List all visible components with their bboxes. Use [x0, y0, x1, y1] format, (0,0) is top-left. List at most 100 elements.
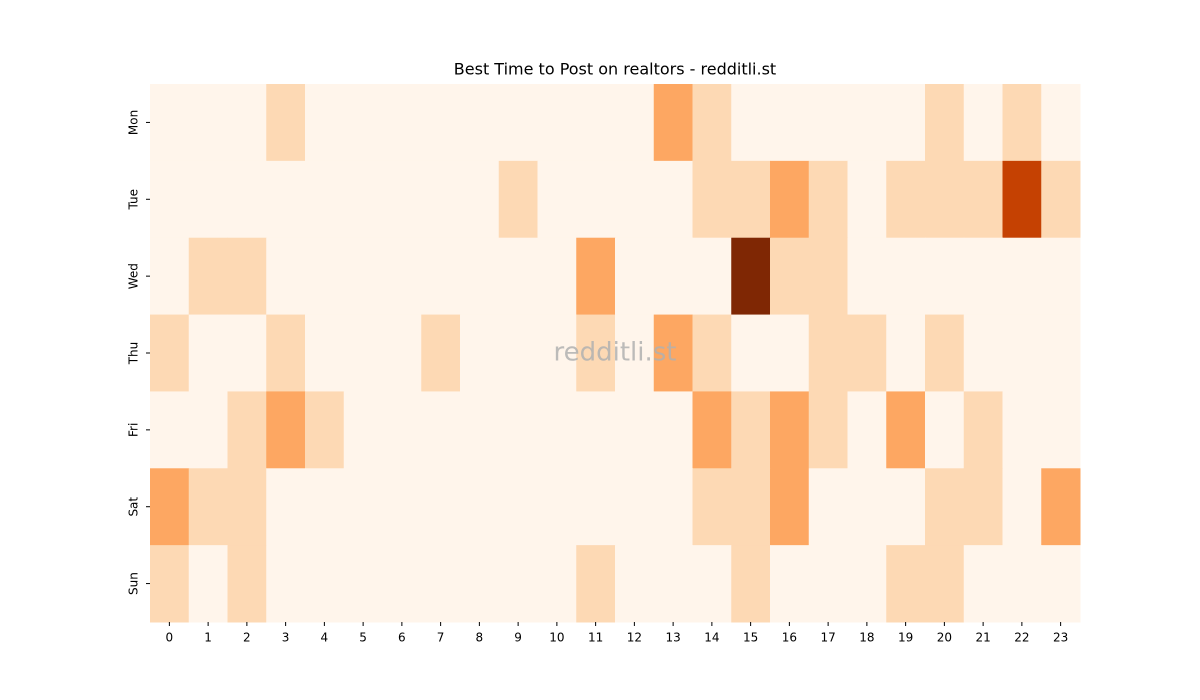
- heat-cell: [692, 237, 732, 316]
- heat-cell: [343, 545, 383, 623]
- heat-cell: [343, 468, 383, 546]
- heat-cell: [305, 160, 345, 239]
- heat-cell: [227, 84, 267, 162]
- x-tick-label: 12: [627, 631, 642, 645]
- heat-cell: [421, 237, 461, 316]
- heat-cell: [615, 545, 655, 623]
- heat-cell: [770, 391, 810, 469]
- heat-cell: [886, 237, 926, 316]
- heat-cell: [460, 237, 500, 316]
- heat-cell: [266, 468, 306, 546]
- heat-cell: [305, 468, 345, 546]
- heat-cell: [227, 237, 267, 316]
- heat-cell: [1041, 237, 1081, 316]
- x-tick-label: 18: [859, 631, 874, 645]
- heat-cell: [421, 84, 461, 162]
- heat-cell: [925, 314, 965, 392]
- heat-cell: [731, 160, 771, 239]
- heat-cell: [382, 160, 422, 239]
- heat-cell: [150, 237, 190, 316]
- heat-cell: [188, 468, 228, 546]
- heat-cell: [653, 545, 693, 623]
- heat-cell: [847, 160, 887, 239]
- heat-cell: [731, 545, 771, 623]
- heat-cell: [653, 468, 693, 546]
- heat-cell: [498, 237, 538, 316]
- heat-cell: [460, 160, 500, 239]
- x-tick-label: 0: [166, 631, 174, 645]
- heat-cell: [886, 314, 926, 392]
- heat-cell: [343, 391, 383, 469]
- heat-cell: [227, 545, 267, 623]
- heat-cell: [692, 468, 732, 546]
- y-tick-label: Tue: [127, 189, 141, 211]
- x-tick-label: 23: [1053, 631, 1068, 645]
- heat-cell: [1002, 391, 1042, 469]
- x-tick-label: 7: [437, 631, 445, 645]
- heat-cell: [925, 160, 965, 239]
- heat-cell: [1041, 314, 1081, 392]
- heat-cell: [150, 545, 190, 623]
- heat-cell: [305, 84, 345, 162]
- x-tick-label: 9: [514, 631, 522, 645]
- heat-cell: [227, 468, 267, 546]
- heat-cell: [808, 84, 848, 162]
- heat-cell: [770, 545, 810, 623]
- x-tick-label: 8: [476, 631, 484, 645]
- heat-cell: [1002, 314, 1042, 392]
- heat-cell: [653, 160, 693, 239]
- heat-cell: [460, 391, 500, 469]
- heat-cell: [1041, 160, 1081, 239]
- heat-cell: [576, 160, 616, 239]
- heat-cell: [188, 545, 228, 623]
- heat-cell: [188, 391, 228, 469]
- y-tick-label: Sun: [127, 572, 141, 595]
- heat-cell: [343, 84, 383, 162]
- heat-cell: [808, 314, 848, 392]
- heat-cell: [1002, 84, 1042, 162]
- heat-cell: [576, 545, 616, 623]
- heat-cell: [537, 237, 577, 316]
- heat-cell: [615, 160, 655, 239]
- heat-cell: [227, 314, 267, 392]
- heat-cell: [615, 391, 655, 469]
- x-tick-label: 16: [782, 631, 797, 645]
- heat-cell: [925, 84, 965, 162]
- heat-cell: [770, 160, 810, 239]
- heat-cell: [1041, 468, 1081, 546]
- heat-cell: [460, 545, 500, 623]
- heat-cell: [537, 84, 577, 162]
- heat-cell: [227, 391, 267, 469]
- heat-cell: [886, 84, 926, 162]
- heat-cell: [692, 545, 732, 623]
- y-tick-label: Thu: [127, 342, 141, 366]
- heat-cell: [963, 160, 1003, 239]
- heat-cell: [808, 160, 848, 239]
- heat-cell: [498, 468, 538, 546]
- heat-cell: [808, 391, 848, 469]
- heat-cell: [1002, 468, 1042, 546]
- heat-cell: [886, 160, 926, 239]
- x-tick-label: 3: [282, 631, 290, 645]
- heat-cell: [847, 545, 887, 623]
- heat-cell: [382, 545, 422, 623]
- heat-cell: [731, 314, 771, 392]
- heat-cell: [382, 314, 422, 392]
- heat-cell: [847, 391, 887, 469]
- heat-cell: [537, 468, 577, 546]
- heat-cell: [1041, 84, 1081, 162]
- heat-cell: [305, 545, 345, 623]
- heat-cell: [963, 545, 1003, 623]
- x-tick-label: 1: [204, 631, 212, 645]
- heat-cell: [421, 391, 461, 469]
- heat-cell: [963, 468, 1003, 546]
- heat-cell: [1041, 391, 1081, 469]
- heat-cell: [808, 237, 848, 316]
- heat-cell: [692, 314, 732, 392]
- watermark: redditli.st: [554, 338, 677, 368]
- heat-cell: [266, 160, 306, 239]
- heat-cell: [925, 468, 965, 546]
- heat-cell: [886, 468, 926, 546]
- heat-cell: [963, 314, 1003, 392]
- heat-cell: [460, 468, 500, 546]
